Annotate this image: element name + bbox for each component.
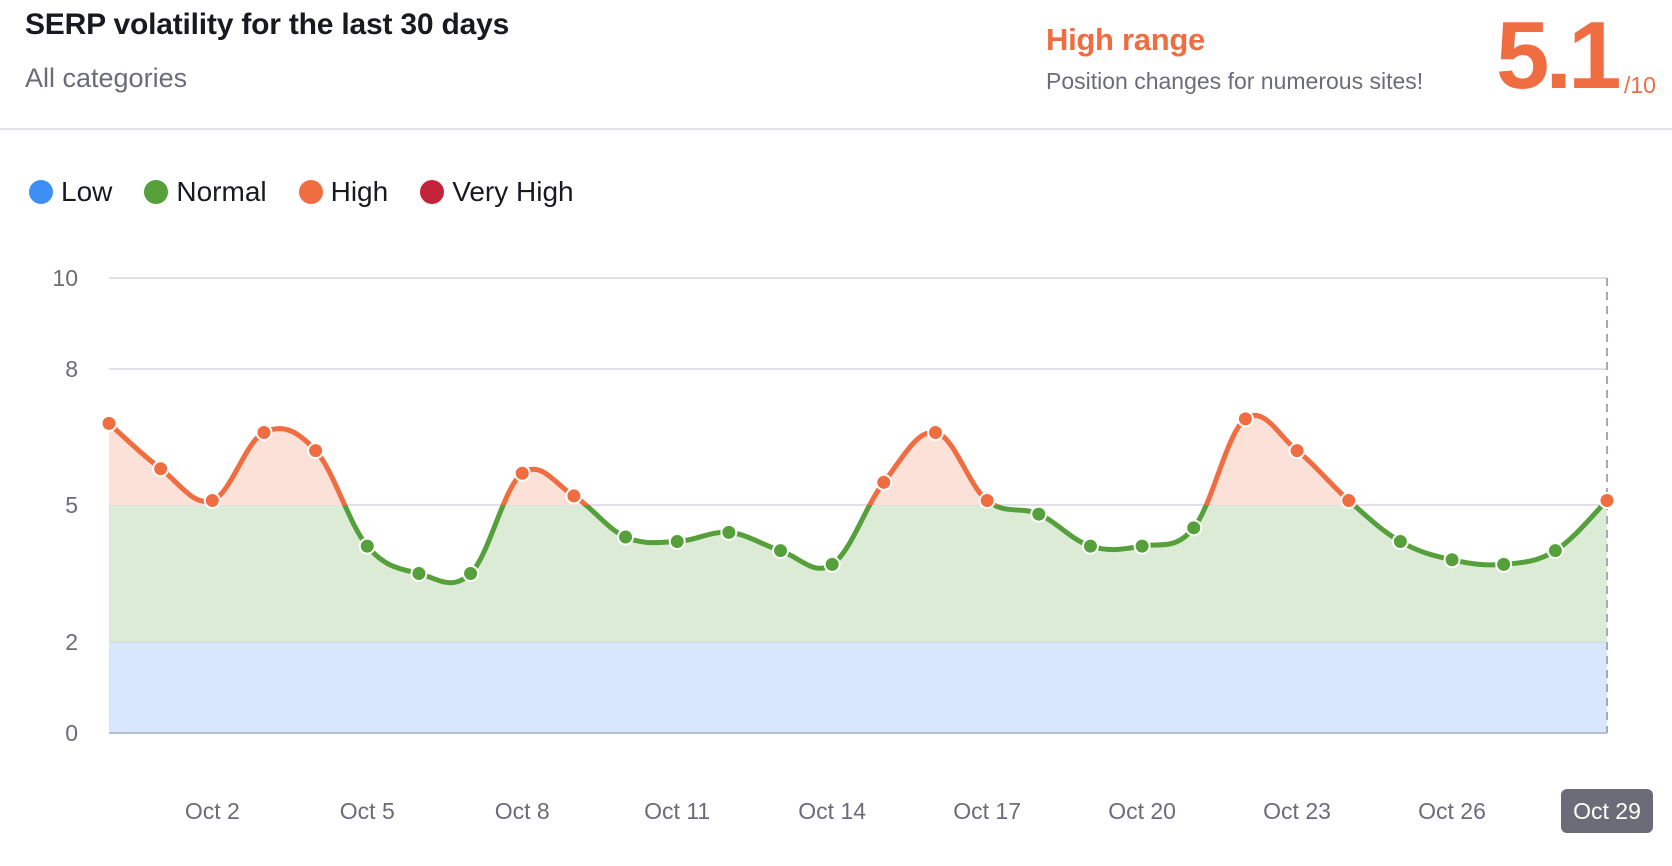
normal-line-segment <box>341 505 1607 586</box>
x-tick-label: Oct 14 <box>798 798 866 824</box>
legend-label: Low <box>61 176 113 207</box>
legend-label: High <box>330 176 389 207</box>
volatility-chart[interactable]: 0 2 5 8 10 Oct 2 Oct 5 Oct 8 Oct 11 Oct 14 Oct 17… <box>0 230 1672 866</box>
volatility-score: 5.1 <box>1496 2 1621 109</box>
data-point[interactable] <box>1236 410 1254 428</box>
data-point[interactable] <box>307 442 325 460</box>
data-point[interactable] <box>410 565 428 582</box>
data-point[interactable] <box>772 542 790 560</box>
data-point[interactable] <box>255 423 273 441</box>
category-selector[interactable]: All categories <box>25 63 188 93</box>
data-point[interactable] <box>617 528 635 546</box>
data-point[interactable] <box>823 555 841 573</box>
data-points <box>100 410 1616 582</box>
x-tick-label: Oct 2 <box>185 798 240 824</box>
data-point[interactable] <box>1391 533 1409 551</box>
x-tick-label: Oct 5 <box>340 798 395 824</box>
data-point[interactable] <box>1030 505 1048 523</box>
data-point[interactable] <box>1185 519 1203 537</box>
data-point[interactable] <box>565 487 583 505</box>
data-point[interactable] <box>1081 537 1099 555</box>
y-tick-label: 2 <box>65 629 78 655</box>
legend-item-normal[interactable]: Normal <box>144 176 267 208</box>
legend-dot-icon <box>29 180 53 204</box>
legend-item-very-high[interactable]: Very High <box>420 176 574 208</box>
data-point[interactable] <box>1288 442 1306 460</box>
legend-dot-icon <box>144 180 169 204</box>
data-point[interactable] <box>875 473 893 491</box>
x-tick-label: Oct 8 <box>495 798 550 824</box>
page-title: SERP volatility for the last 30 days <box>25 8 510 41</box>
data-point[interactable] <box>1546 542 1564 560</box>
chart-legend: Low Normal High Very High <box>29 176 606 208</box>
volatility-score-max: /10 <box>1624 72 1656 98</box>
data-point[interactable] <box>358 537 376 555</box>
x-tick-label: Oct 26 <box>1418 798 1486 824</box>
data-point[interactable] <box>152 460 170 478</box>
y-tick-label: 10 <box>52 265 78 291</box>
active-date-badge <box>1561 789 1653 833</box>
x-axis: Oct 2 Oct 5 Oct 8 Oct 11 Oct 14 Oct 17 Oct 20 O… <box>185 789 1653 833</box>
low-band <box>109 642 1607 733</box>
data-point[interactable] <box>668 533 686 551</box>
range-status-description: Position changes for numerous sites! <box>1046 68 1424 94</box>
legend-dot-icon <box>420 180 445 204</box>
data-point[interactable] <box>720 523 738 541</box>
range-bands <box>109 641 1607 734</box>
legend-label: Very High <box>452 176 574 207</box>
range-status-title: High range <box>1046 22 1205 57</box>
header: SERP volatility for the last 30 days All… <box>0 0 1672 130</box>
x-tick-label: Oct 20 <box>1108 798 1176 824</box>
x-tick-label: Oct 11 <box>644 798 710 824</box>
data-point[interactable] <box>513 464 531 482</box>
x-tick-label: Oct 29 <box>1573 798 1641 824</box>
legend-dot-icon <box>298 180 323 204</box>
data-point[interactable] <box>1598 491 1616 509</box>
grid-lines <box>109 277 1607 506</box>
data-point[interactable] <box>1340 491 1358 509</box>
legend-label: Normal <box>176 176 267 207</box>
data-point[interactable] <box>1133 537 1151 555</box>
data-point[interactable] <box>1495 555 1513 573</box>
area-mask <box>109 505 1607 583</box>
data-point[interactable] <box>462 565 480 582</box>
y-axis: 0 2 5 8 10 <box>52 265 78 746</box>
legend-item-low[interactable]: Low <box>29 176 112 208</box>
data-point[interactable] <box>1443 551 1461 569</box>
y-tick-label: 0 <box>65 720 78 746</box>
data-point[interactable] <box>100 414 118 432</box>
data-point[interactable] <box>978 491 996 509</box>
y-tick-label: 5 <box>65 492 78 518</box>
x-tick-label: Oct 17 <box>953 798 1021 824</box>
data-point[interactable] <box>926 423 944 441</box>
y-tick-label: 8 <box>65 356 78 382</box>
legend-item-high[interactable]: High <box>298 176 389 208</box>
x-tick-label: Oct 23 <box>1263 798 1331 824</box>
data-point[interactable] <box>203 491 221 509</box>
